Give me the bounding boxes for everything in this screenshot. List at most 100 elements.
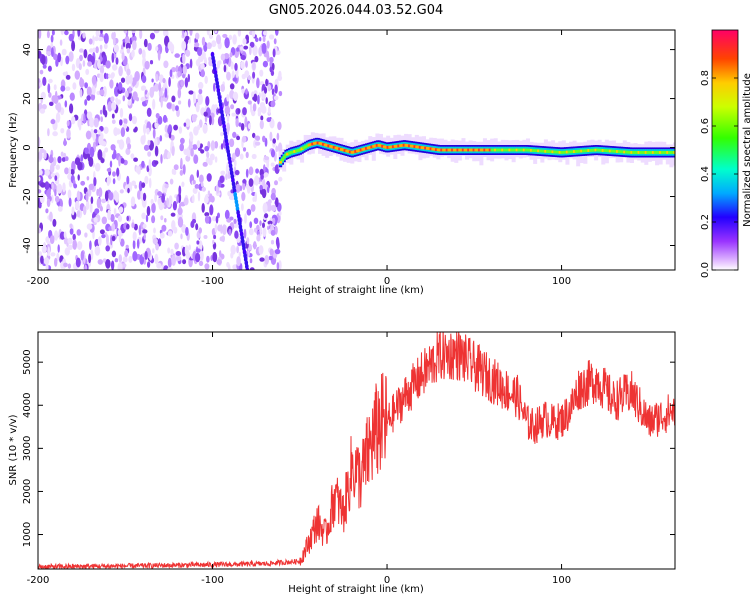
noise-speckle	[177, 71, 181, 77]
x-tick-label: 100	[552, 575, 571, 586]
noise-speckle	[99, 89, 104, 96]
noise-speckle	[133, 240, 136, 250]
noise-speckle	[69, 198, 72, 207]
noise-speckle	[84, 232, 87, 237]
noise-speckle	[60, 128, 64, 133]
noise-speckle	[152, 99, 155, 110]
noise-speckle	[141, 97, 146, 102]
noise-speckle	[46, 51, 51, 55]
noise-speckle	[192, 219, 196, 224]
noise-speckle	[170, 179, 174, 185]
noise-speckle	[155, 243, 159, 250]
noise-speckle	[278, 71, 281, 79]
noise-speckle	[123, 256, 128, 262]
noise-speckle	[248, 123, 251, 129]
noise-speckle	[232, 132, 236, 138]
noise-speckle	[89, 117, 94, 127]
noise-speckle	[206, 256, 210, 263]
noise-speckle	[198, 94, 201, 99]
noise-speckle	[134, 127, 137, 132]
noise-speckle	[225, 106, 231, 115]
noise-speckle	[262, 136, 266, 143]
noise-speckle	[241, 55, 246, 60]
noise-speckle	[204, 196, 209, 203]
noise-speckle	[207, 173, 212, 182]
noise-speckle	[174, 243, 179, 250]
noise-speckle	[72, 64, 75, 71]
noise-speckle	[141, 182, 145, 188]
noise-speckle	[154, 160, 158, 164]
noise-speckle	[64, 231, 67, 238]
noise-speckle	[79, 48, 84, 52]
noise-speckle	[125, 91, 129, 98]
noise-speckle	[45, 169, 50, 176]
x-tick-label: -200	[27, 276, 50, 287]
x-tick-label: -100	[201, 276, 224, 287]
noise-speckle	[158, 50, 161, 61]
noise-speckle	[229, 217, 233, 221]
noise-speckle	[264, 156, 269, 160]
noise-speckle	[118, 156, 121, 166]
noise-speckle	[188, 99, 191, 108]
noise-speckle	[163, 115, 167, 123]
noise-speckle	[239, 122, 242, 126]
noise-speckle	[212, 240, 214, 245]
noise-speckle	[211, 40, 216, 47]
noise-speckle	[38, 170, 42, 176]
noise-speckle	[241, 89, 244, 94]
noise-speckle	[68, 189, 72, 199]
noise-speckle	[97, 59, 101, 69]
noise-speckle	[195, 253, 200, 262]
noise-speckle	[253, 103, 257, 111]
noise-speckle	[260, 115, 263, 120]
noise-speckle	[100, 45, 103, 50]
noise-speckle	[56, 164, 60, 170]
noise-speckle	[77, 229, 82, 236]
snr-plot-area	[38, 329, 675, 569]
noise-speckle	[235, 148, 240, 157]
noise-speckle	[143, 233, 146, 239]
noise-speckle	[252, 154, 257, 159]
noise-speckle	[269, 132, 272, 142]
noise-speckle	[228, 171, 231, 179]
noise-speckle	[264, 87, 267, 94]
noise-speckle	[100, 110, 103, 115]
noise-speckle	[161, 193, 165, 203]
noise-speckle	[129, 113, 132, 121]
noise-speckle	[203, 162, 208, 167]
noise-speckle	[152, 248, 154, 253]
noise-speckle	[119, 254, 123, 263]
noise-speckle	[162, 78, 165, 83]
noise-speckle	[70, 228, 74, 235]
noise-speckle	[124, 118, 128, 124]
noise-speckle	[234, 231, 238, 239]
noise-speckle	[192, 114, 197, 118]
noise-speckle	[190, 148, 194, 157]
colorbar: 0.00.20.40.60.8 Normalized spectral ampl…	[700, 30, 750, 278]
noise-speckle	[189, 26, 192, 36]
noise-speckle	[209, 193, 213, 202]
noise-speckle	[232, 34, 237, 44]
noise-speckle	[260, 120, 264, 129]
noise-speckle	[119, 233, 121, 243]
noise-speckle	[204, 263, 209, 269]
noise-speckle	[87, 176, 90, 180]
noise-speckle	[151, 79, 153, 83]
noise-speckle	[271, 240, 274, 245]
noise-speckle	[43, 150, 46, 159]
noise-speckle	[49, 212, 53, 222]
noise-speckle	[153, 228, 156, 234]
noise-speckle	[266, 51, 269, 61]
noise-speckle	[278, 177, 282, 182]
noise-speckle	[131, 153, 135, 159]
noise-speckle	[204, 112, 208, 117]
noise-speckle	[199, 250, 203, 261]
noise-speckle	[44, 257, 50, 265]
noise-speckle	[132, 116, 137, 125]
noise-speckle	[133, 158, 138, 162]
noise-speckle	[73, 184, 77, 189]
y-tick-label: -20	[22, 188, 33, 204]
noise-speckle	[52, 131, 58, 136]
noise-speckle	[140, 191, 143, 201]
